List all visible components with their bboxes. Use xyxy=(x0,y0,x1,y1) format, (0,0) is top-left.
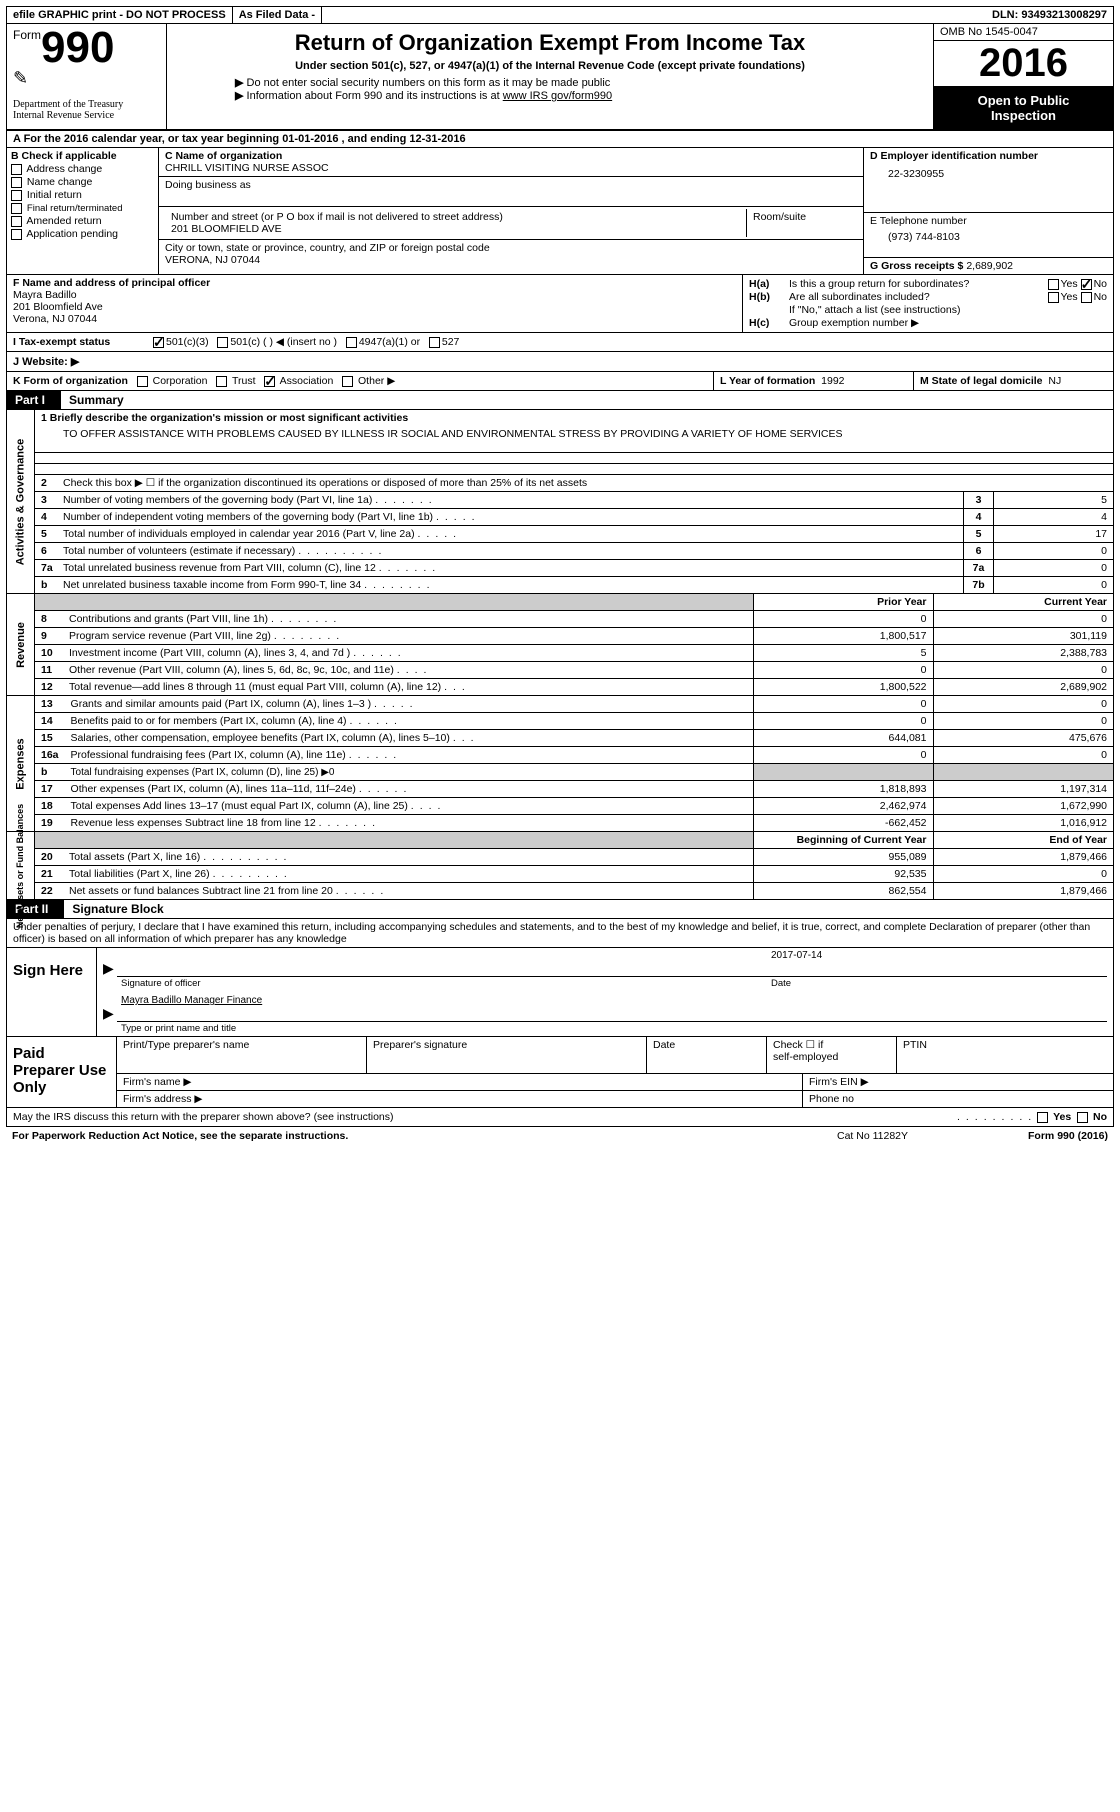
summary-line: 5Total number of individuals employed in… xyxy=(35,525,1113,542)
open-to-public: Open to Public Inspection xyxy=(934,87,1113,129)
summary-line: bNet unrelated business taxable income f… xyxy=(35,576,1113,593)
table-row: 17Other expenses (Part IX, column (A), l… xyxy=(35,781,1113,798)
col-c-org-info: C Name of organization CHRILL VISITING N… xyxy=(159,148,863,274)
treasury-dept: Department of the Treasury xyxy=(13,99,160,110)
signature-declaration: Under penalties of perjury, I declare th… xyxy=(6,919,1114,948)
table-row: 9Program service revenue (Part VIII, lin… xyxy=(35,628,1113,645)
form-header: Form990 ✎ Department of the Treasury Int… xyxy=(6,24,1114,131)
table-row: 21Total liabilities (Part X, line 26) ..… xyxy=(35,866,1113,883)
dln: DLN: 93493213008297 xyxy=(986,7,1113,23)
ck-discuss-no[interactable] xyxy=(1077,1112,1088,1123)
tax-year: 2016 xyxy=(934,41,1113,87)
table-row: 11Other revenue (Part VIII, column (A), … xyxy=(35,662,1113,679)
table-row: 8Contributions and grants (Part VIII, li… xyxy=(35,611,1113,628)
ck-hb-yes[interactable] xyxy=(1048,292,1059,303)
form-990-page: efile GRAPHIC print - DO NOT PROCESS As … xyxy=(0,0,1120,1151)
table-row: 10Investment income (Part VIII, column (… xyxy=(35,645,1113,662)
section-activities-governance: Activities & Governance 1 Briefly descri… xyxy=(6,410,1114,594)
table-row: 22Net assets or fund balances Subtract l… xyxy=(35,883,1113,900)
section-bcd: B Check if applicable Address change Nam… xyxy=(6,148,1114,275)
section-revenue: Revenue Prior YearCurrent Year 8Contribu… xyxy=(6,594,1114,696)
row-l-year: L Year of formation 1992 xyxy=(713,372,913,390)
table-row: 13Grants and similar amounts paid (Part … xyxy=(35,696,1113,713)
summary-line: 6Total number of volunteers (estimate if… xyxy=(35,542,1113,559)
table-row: 20Total assets (Part X, line 16) .......… xyxy=(35,849,1113,866)
ck-527[interactable] xyxy=(429,337,440,348)
note-ssn: Do not enter social security numbers on … xyxy=(247,77,611,89)
table-row: 19Revenue less expenses Subtract line 18… xyxy=(35,815,1113,832)
ck-corp[interactable] xyxy=(137,376,148,387)
form-title: Return of Organization Exempt From Incom… xyxy=(175,30,925,56)
irs-label: Internal Revenue Service xyxy=(13,110,160,121)
org-street: 201 BLOOMFIELD AVE xyxy=(171,223,740,235)
table-row: 16aProfessional fundraising fees (Part I… xyxy=(35,747,1113,764)
row-k-form-org: K Form of organization Corporation Trust… xyxy=(7,372,713,390)
col-d-ein: D Employer identification number 22-3230… xyxy=(863,148,1113,274)
table-row: bTotal fundraising expenses (Part IX, co… xyxy=(35,764,1113,781)
telephone: (973) 744-8103 xyxy=(870,231,1107,243)
ck-address-change[interactable] xyxy=(11,164,22,175)
row-j-website: J Website: ▶ xyxy=(6,352,1114,372)
row-m-state: M State of legal domicile NJ xyxy=(913,372,1113,390)
form-number: Form990 xyxy=(13,28,160,68)
row-a-tax-year: A For the 2016 calendar year, or tax yea… xyxy=(6,131,1114,148)
expenses-table: 13Grants and similar amounts paid (Part … xyxy=(35,696,1113,831)
summary-line: 2Check this box ▶ ☐ if the organization … xyxy=(35,475,1113,491)
col-f-officer: F Name and address of principal officer … xyxy=(7,275,743,332)
omb-number: OMB No 1545-0047 xyxy=(934,24,1113,41)
ck-final-return[interactable] xyxy=(11,203,22,214)
mission-text: TO OFFER ASSISTANCE WITH PROBLEMS CAUSED… xyxy=(35,426,1113,442)
col-b-checkboxes: B Check if applicable Address change Nam… xyxy=(7,148,159,274)
ck-4947[interactable] xyxy=(346,337,357,348)
paid-preparer-block: Paid Preparer Use Only Print/Type prepar… xyxy=(6,1037,1114,1108)
ck-trust[interactable] xyxy=(216,376,227,387)
efile-notice: efile GRAPHIC print - DO NOT PROCESS xyxy=(7,7,233,23)
ck-initial-return[interactable] xyxy=(11,190,22,201)
summary-line: 7aTotal unrelated business revenue from … xyxy=(35,559,1113,576)
revenue-table: Prior YearCurrent Year 8Contributions an… xyxy=(35,594,1113,695)
ck-name-change[interactable] xyxy=(11,177,22,188)
summary-line: 4Number of independent voting members of… xyxy=(35,508,1113,525)
ein: 22-3230955 xyxy=(870,168,1107,180)
topbar: efile GRAPHIC print - DO NOT PROCESS As … xyxy=(6,6,1114,24)
part-ii-header: Part II Signature Block xyxy=(6,900,1114,919)
ck-ha-no[interactable] xyxy=(1081,279,1092,290)
signature-field[interactable] xyxy=(117,950,767,977)
ck-discuss-yes[interactable] xyxy=(1037,1112,1048,1123)
footer: For Paperwork Reduction Act Notice, see … xyxy=(6,1127,1114,1145)
col-h-group: H(a) Is this a group return for subordin… xyxy=(743,275,1113,332)
section-net-assets: Net Assets or Fund Balances Beginning of… xyxy=(6,832,1114,900)
table-row: 18Total expenses Add lines 13–17 (must e… xyxy=(35,798,1113,815)
table-row: 15Salaries, other compensation, employee… xyxy=(35,730,1113,747)
ck-other[interactable] xyxy=(342,376,353,387)
ck-amended[interactable] xyxy=(11,216,22,227)
gross-receipts: 2,689,902 xyxy=(966,260,1013,272)
irs-discuss-row: May the IRS discuss this return with the… xyxy=(6,1108,1114,1127)
summary-line: 3Number of voting members of the governi… xyxy=(35,491,1113,508)
signature-date: 2017-07-14 xyxy=(767,950,1107,977)
irs-link[interactable]: www IRS gov/form990 xyxy=(503,90,612,102)
org-city: VERONA, NJ 07044 xyxy=(165,254,857,266)
table-row: 14Benefits paid to or for members (Part … xyxy=(35,713,1113,730)
section-fh: F Name and address of principal officer … xyxy=(6,275,1114,333)
section-expenses: Expenses 13Grants and similar amounts pa… xyxy=(6,696,1114,832)
ck-app-pending[interactable] xyxy=(11,229,22,240)
ck-assoc[interactable] xyxy=(264,376,275,387)
as-filed-label: As Filed Data - xyxy=(233,7,322,23)
row-i-tax-exempt: I Tax-exempt status 501(c)(3) 501(c) ( )… xyxy=(6,333,1114,352)
net-assets-table: Beginning of Current YearEnd of Year 20T… xyxy=(35,832,1113,899)
ck-hb-no[interactable] xyxy=(1081,292,1092,303)
form-subtitle: Under section 501(c), 527, or 4947(a)(1)… xyxy=(175,60,925,72)
sign-here-block: Sign Here ▶ 2017-07-14 Signature of offi… xyxy=(6,948,1114,1037)
ck-501c[interactable] xyxy=(217,337,228,348)
officer-name: Mayra Badillo xyxy=(13,289,736,301)
ck-ha-yes[interactable] xyxy=(1048,279,1059,290)
org-name: CHRILL VISITING NURSE ASSOC xyxy=(165,162,857,174)
ck-501c3[interactable] xyxy=(153,337,164,348)
part-i-header: Part I Summary xyxy=(6,391,1114,410)
row-klm: K Form of organization Corporation Trust… xyxy=(6,372,1114,391)
officer-name-field: Mayra Badillo Manager Finance xyxy=(117,995,1107,1022)
table-row: 12Total revenue—add lines 8 through 11 (… xyxy=(35,679,1113,696)
